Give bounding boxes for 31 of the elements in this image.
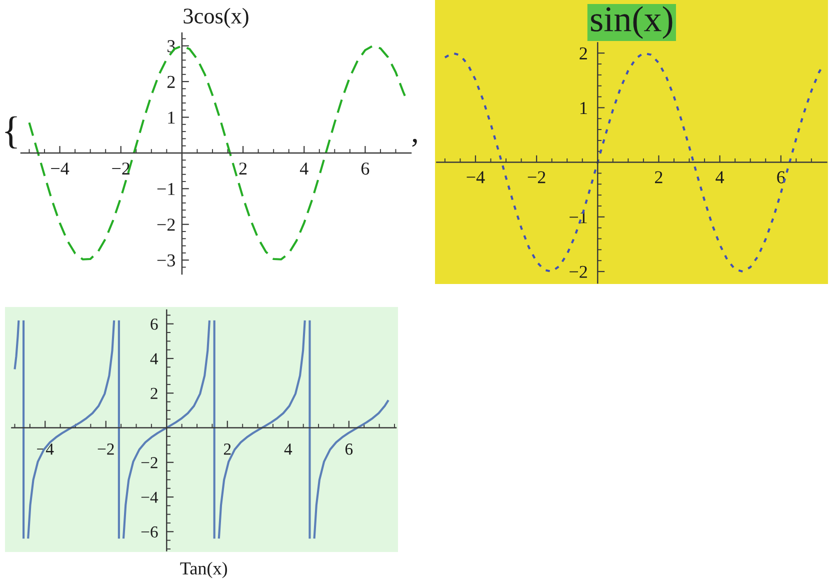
x-tick-label: 2 <box>239 162 247 175</box>
y-tick-label: −3 <box>157 254 175 267</box>
chart-title: sin(x) <box>591 6 672 39</box>
x-tick-label: 4 <box>716 171 724 184</box>
x-tick-label: 4 <box>300 162 308 175</box>
y-tick-label: 2 <box>150 388 158 399</box>
text: { <box>5 116 17 149</box>
y-tick-label: 2 <box>167 76 175 88</box>
y-tick-label: 1 <box>168 112 175 124</box>
chart-title: 3cos(x) <box>184 8 248 28</box>
y-tick-label: 6 <box>150 318 158 330</box>
x-tick-label: 2 <box>224 444 231 455</box>
y-tick-label: −2 <box>157 218 175 231</box>
x-tick-label: −4 <box>466 171 485 184</box>
x-tick-label: 4 <box>284 444 292 455</box>
text: , <box>412 138 417 147</box>
x-tick-label: −2 <box>98 444 114 455</box>
y-tick-label: −1 <box>157 183 175 195</box>
y-tick-label: 2 <box>580 47 587 60</box>
x-tick-label: 6 <box>345 444 353 455</box>
x-axis-title: Tan(x) <box>180 562 227 578</box>
y-tick-label: 1 <box>580 102 587 114</box>
x-tick-label: 2 <box>655 171 662 184</box>
x-tick-label: 6 <box>361 162 370 175</box>
y-tick-label: −6 <box>141 526 158 538</box>
y-tick-label: 4 <box>150 353 158 364</box>
y-tick-label: −2 <box>570 266 587 278</box>
x-tick-label: −4 <box>51 162 70 175</box>
y-tick-label: −2 <box>141 457 158 468</box>
y-tick-label: −4 <box>141 492 158 503</box>
x-tick-label: −2 <box>528 171 546 184</box>
